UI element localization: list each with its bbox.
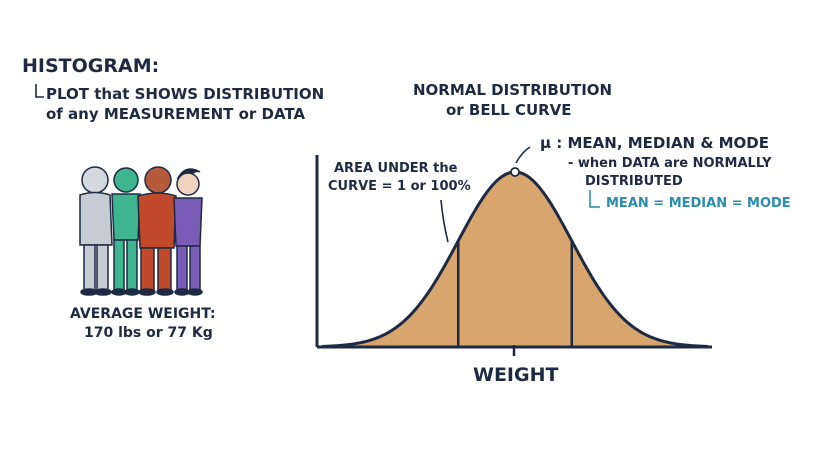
area-pointer bbox=[440, 199, 449, 243]
average-weight-label: AVERAGE WEIGHT: bbox=[70, 306, 216, 322]
histogram-definition-line1: PLOT that SHOWS DISTRIBUTION bbox=[46, 85, 325, 103]
person-green bbox=[111, 167, 141, 296]
area-annotation-line1: AREA UNDER the bbox=[334, 161, 458, 176]
person-gray bbox=[79, 166, 113, 296]
average-weight-value: 170 lbs or 77 Kg bbox=[84, 325, 213, 341]
histogram-title: HISTOGRAM: bbox=[22, 55, 160, 77]
mu-label: μ : MEAN, MEDIAN & MODE bbox=[540, 134, 770, 152]
chart-title-line1: NORMAL DISTRIBUTION bbox=[413, 81, 613, 99]
equality-bracket bbox=[589, 190, 600, 208]
mean-median-mode-equality: MEAN = MEDIAN = MODE bbox=[606, 196, 791, 211]
x-axis-label: WEIGHT bbox=[473, 364, 559, 386]
person-purple bbox=[173, 168, 203, 296]
chart-title-line2: or BELL CURVE bbox=[446, 101, 572, 119]
histogram-definition-line2: of any MEASUREMENT or DATA bbox=[46, 105, 306, 123]
area-annotation-line2: CURVE = 1 or 100% bbox=[328, 179, 471, 194]
normal-condition-line2: DISTRIBUTED bbox=[585, 174, 683, 189]
mean-peak-marker bbox=[510, 167, 520, 177]
mu-pointer bbox=[515, 146, 531, 164]
normal-condition-line1: - when DATA are NORMALLY bbox=[568, 156, 772, 171]
person-red bbox=[137, 166, 177, 296]
